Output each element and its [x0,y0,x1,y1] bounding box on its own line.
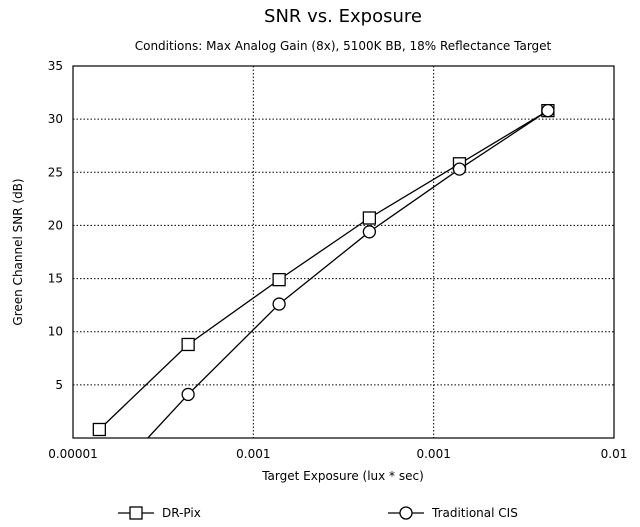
series-line [147,110,549,438]
marker [452,162,467,176]
legend-marker [399,506,413,520]
y-tick-label: 5 [55,378,63,392]
y-tick-label: 30 [48,112,63,126]
x-tick-label: 0.001 [416,447,450,461]
marker [272,297,286,311]
legend-label: Traditional CIS [431,506,518,520]
y-tick-label: 25 [48,165,63,179]
series-line [98,110,549,430]
chart-title: SNR vs. Exposure [264,6,422,27]
marker [362,225,377,239]
marker [181,387,195,402]
x-tick-label: 0.001 [236,447,270,461]
marker [181,337,195,352]
x-axis-label: Target Exposure (lux * sec) [261,469,424,483]
legend-label: DR-Pix [162,506,201,520]
y-tick-label: 10 [48,325,63,339]
x-tick-label: 0.00001 [48,447,98,461]
y-tick-label: 20 [48,218,63,232]
y-tick-label: 15 [48,272,63,286]
y-tick-label: 35 [48,59,63,73]
marker [541,103,555,118]
marker [362,211,377,225]
marker [272,272,286,287]
marker [92,422,107,437]
legend-marker [129,506,143,520]
x-tick-label: 0.01 [601,447,628,461]
y-axis-label: Green Channel SNR (dB) [11,178,25,325]
chart-subtitle: Conditions: Max Analog Gain (8x), 5100K … [135,39,552,53]
